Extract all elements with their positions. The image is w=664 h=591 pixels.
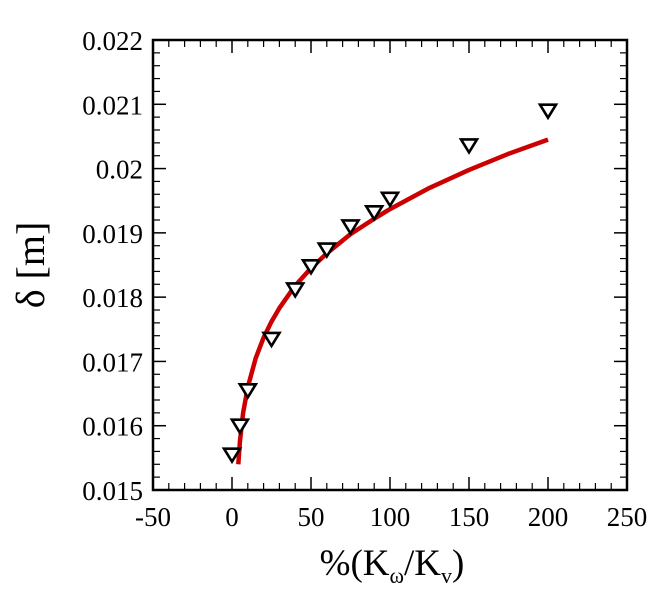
data-point-marker: [316, 242, 338, 260]
x-axis-title: %(Kω/Kv): [320, 543, 465, 588]
data-point-marker: [229, 418, 251, 436]
data-point-marker: [537, 103, 559, 121]
y-tick-label: 0.021: [82, 90, 143, 120]
data-point-marker: [458, 138, 480, 155]
data-point-marker: [340, 219, 361, 236]
marker-layer: [221, 103, 559, 465]
y-tick-label: 0.022: [82, 26, 143, 56]
data-point-marker: [237, 383, 259, 400]
major-ticks: [152, 39, 628, 491]
x-tick-label: 200: [528, 502, 569, 532]
data-point-marker: [261, 331, 282, 349]
x-tick-label: 100: [370, 502, 411, 532]
x-axis-title-mid: /K: [404, 543, 441, 584]
y-tick-label: 0.018: [82, 283, 143, 313]
y-tick-labels: 0.015 0.016 0.017 0.018 0.019 0.02 0.021 0.022: [82, 26, 143, 506]
minor-ticks: [153, 40, 627, 490]
x-axis-title-end: ): [452, 543, 464, 584]
data-point-marker: [221, 447, 243, 465]
data-point-marker: [363, 204, 385, 222]
plot-frame: [151, 38, 629, 492]
x-axis-title-sub2: v: [441, 563, 452, 588]
fit-curve: [236, 137, 549, 465]
x-tick-labels: -50 0 50 100 150 200 250: [135, 502, 647, 532]
y-tick-label: 0.017: [82, 347, 143, 377]
y-axis-title: δ [m]: [8, 222, 53, 309]
x-axis-title-sub1: ω: [390, 563, 404, 588]
fit-curve-layer: [236, 137, 549, 465]
x-tick-label: 0: [225, 502, 239, 532]
y-tick-label: 0.02: [96, 155, 143, 185]
y-tick-label: 0.016: [82, 412, 143, 442]
x-axis-title-main: %(K: [320, 543, 390, 584]
x-tick-label: 250: [607, 502, 648, 532]
x-tick-label: -50: [135, 502, 171, 532]
data-point-marker: [379, 191, 401, 209]
y-tick-label: 0.015: [82, 476, 143, 506]
y-tick-label: 0.019: [82, 219, 143, 249]
x-tick-label: 50: [298, 502, 325, 532]
x-tick-label: 150: [449, 502, 490, 532]
data-point-marker: [284, 282, 306, 299]
data-point-marker: [300, 258, 322, 276]
